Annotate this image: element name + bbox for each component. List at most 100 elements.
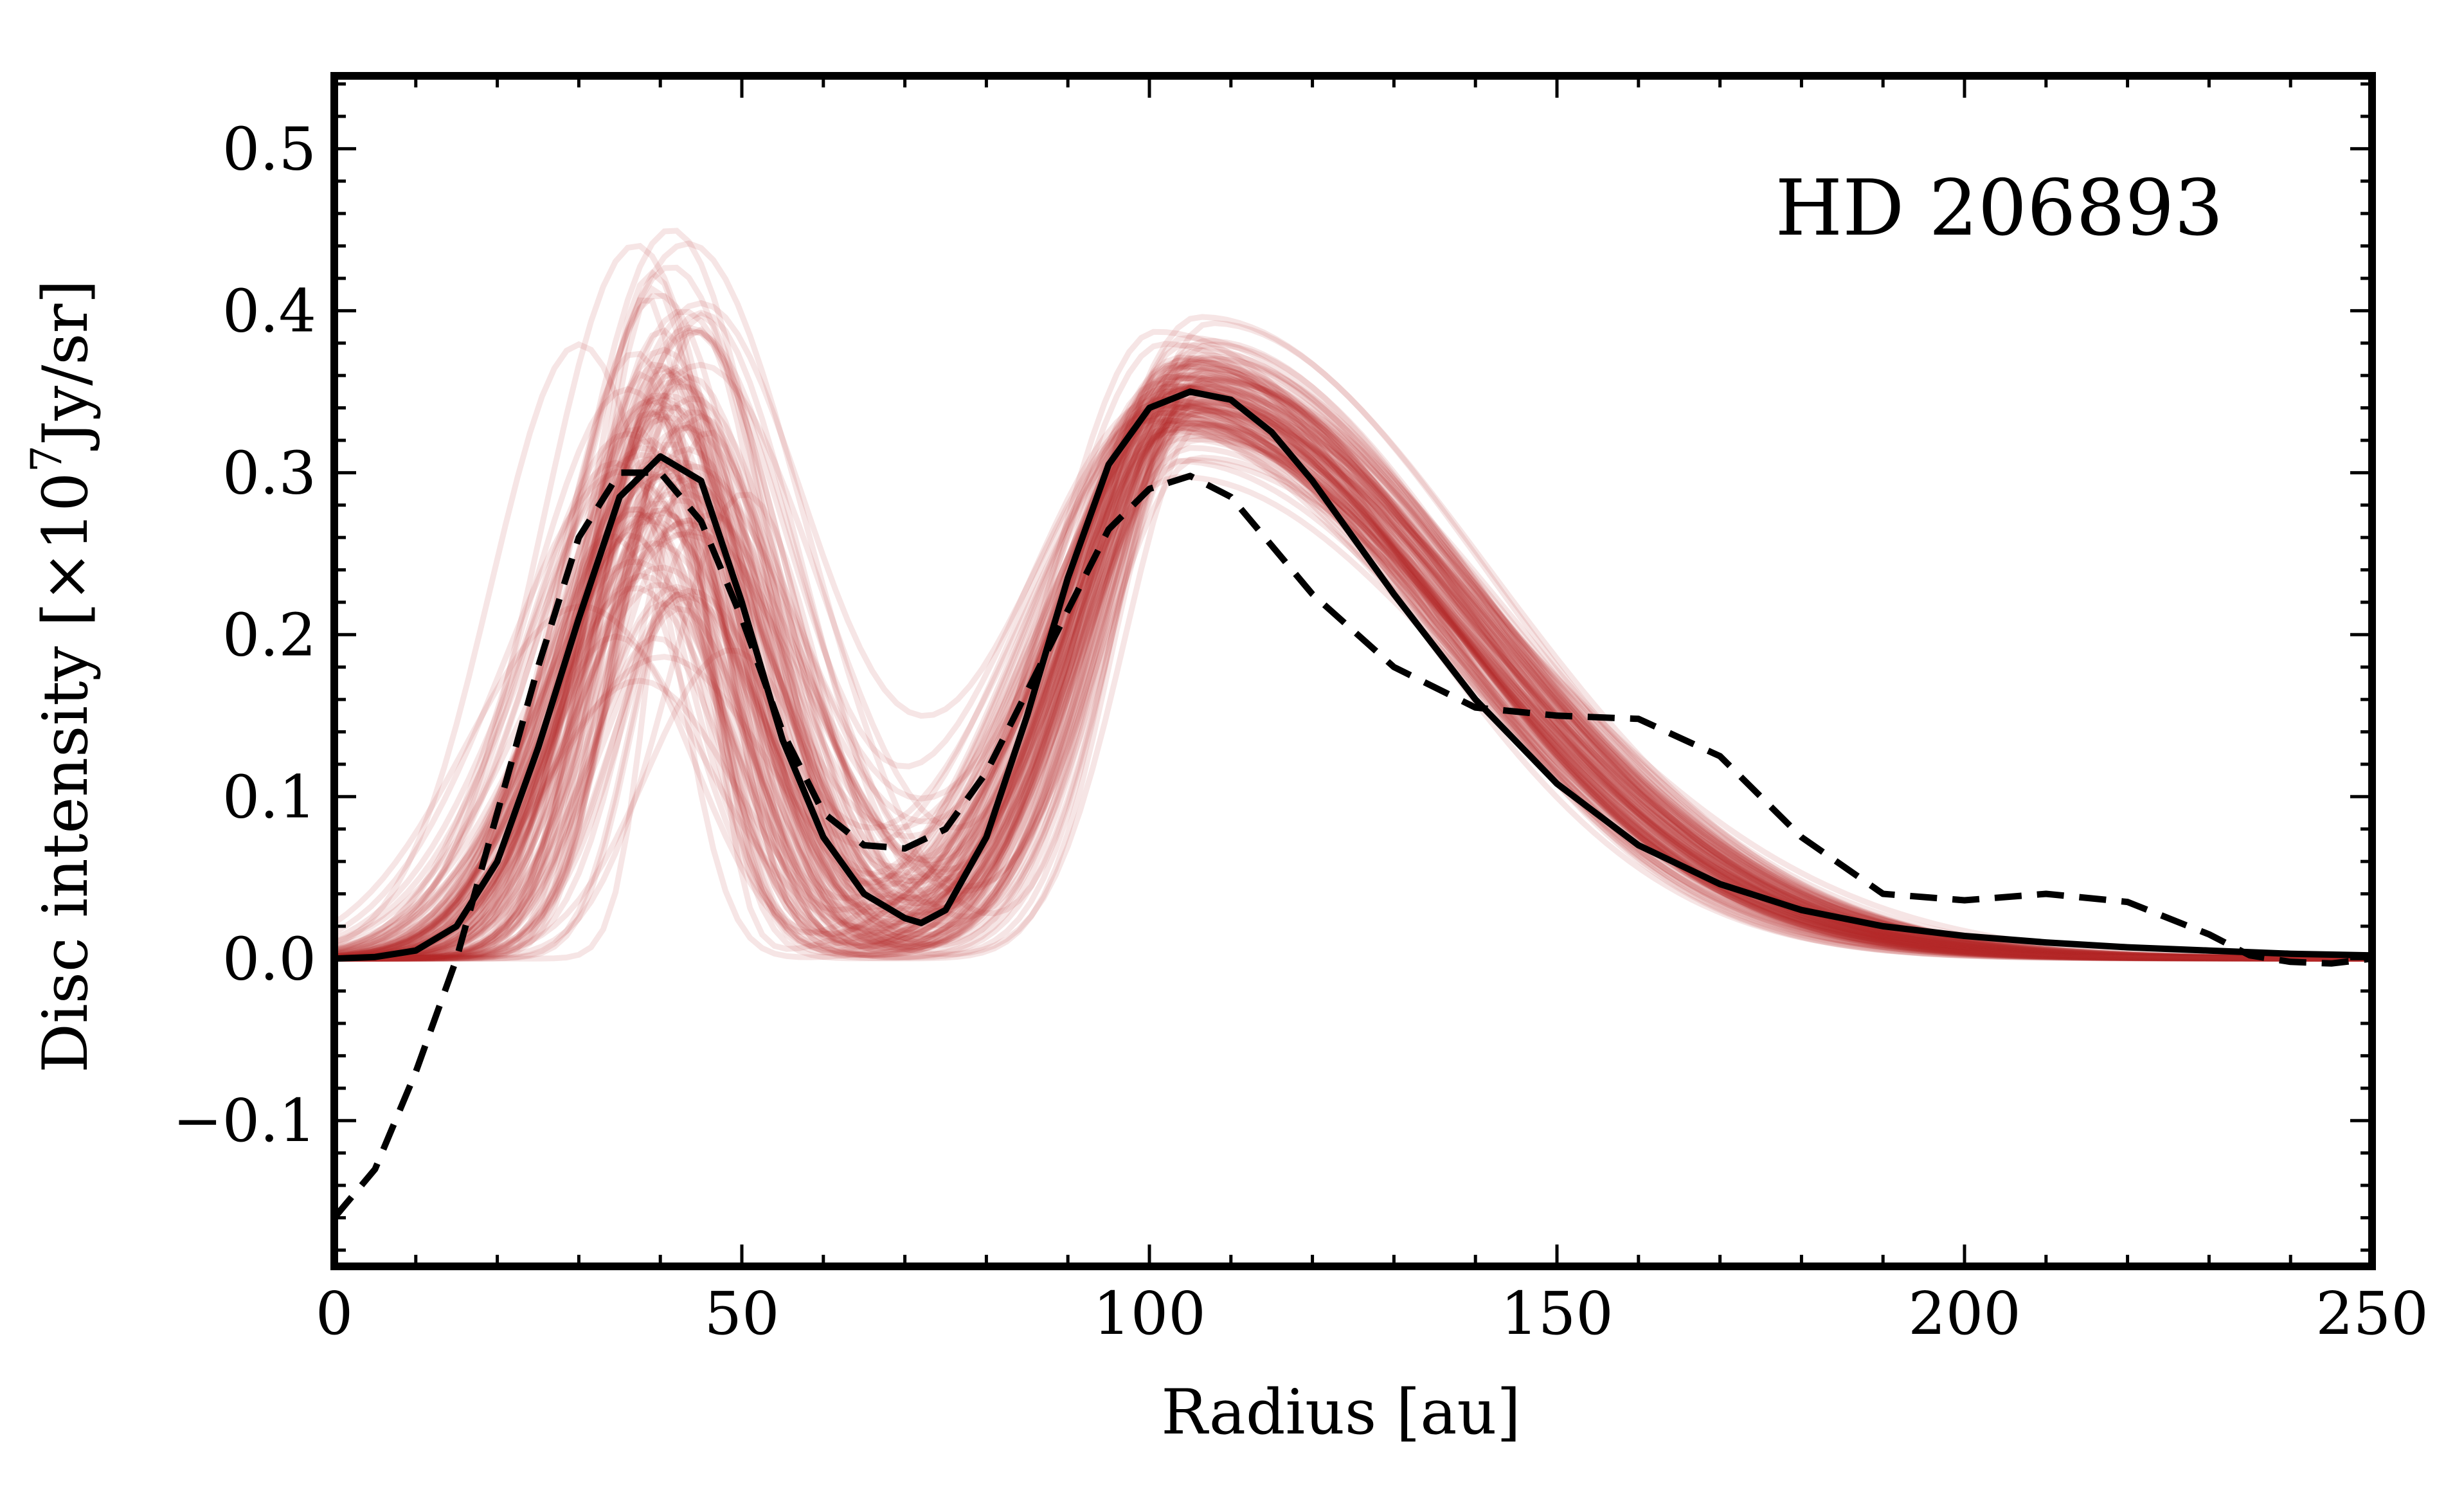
- sample-curve: [334, 324, 2364, 962]
- sample-curve: [334, 337, 2364, 962]
- y-tick-label: 0.2: [222, 600, 316, 669]
- sample-curve: [334, 300, 2364, 962]
- sample-curve: [334, 425, 2364, 962]
- dashed-profile-line: [332, 469, 2373, 1220]
- sample-curve: [334, 389, 2364, 962]
- sample-curve: [334, 361, 2364, 962]
- sample-curve: [334, 285, 2364, 962]
- sample-curve: [334, 435, 2364, 962]
- sample-curve: [334, 350, 2364, 962]
- sample-curve: [334, 368, 2364, 962]
- sample-curve: [334, 366, 2364, 962]
- sample-curve: [334, 396, 2364, 962]
- sample-curve: [334, 378, 2364, 962]
- x-tick-label: 0: [316, 1279, 354, 1348]
- sample-curve: [333, 341, 2364, 962]
- sample-curve: [334, 384, 2364, 962]
- sample-curve: [334, 402, 2364, 962]
- sample-curve: [334, 426, 2364, 962]
- sample-curve: [334, 381, 2364, 962]
- sample-curve: [334, 377, 2364, 962]
- x-tick-label: 150: [1500, 1279, 1614, 1348]
- sample-curve: [334, 389, 2364, 962]
- y-tick-label: 0.4: [222, 276, 316, 345]
- sample-curve: [334, 420, 2364, 962]
- x-tick-label: 100: [1093, 1279, 1206, 1348]
- sample-curve: [334, 425, 2364, 962]
- sample-curve: [334, 370, 2364, 962]
- y-tick-label: 0.5: [222, 114, 316, 183]
- sample-curve: [334, 356, 2364, 962]
- sample-curve: [332, 388, 2364, 962]
- sample-curve: [334, 395, 2364, 962]
- sample-curve: [334, 403, 2364, 962]
- posterior-samples: [332, 228, 2364, 962]
- sample-curve: [334, 361, 2364, 962]
- sample-curve: [334, 320, 2364, 962]
- sample-curve: [334, 341, 2364, 962]
- y-tick-label: 0.0: [222, 924, 316, 993]
- sample-curve: [334, 374, 2364, 962]
- sample-curve: [334, 342, 2364, 962]
- sample-curve: [333, 347, 2364, 962]
- target-annotation: HD 206893: [1775, 164, 2223, 253]
- sample-curve: [332, 394, 2364, 962]
- sample-curve: [334, 269, 2364, 962]
- sample-curve: [334, 383, 2364, 962]
- sample-curve: [334, 364, 2364, 962]
- sample-curve: [334, 409, 2364, 962]
- sample-curve: [334, 371, 2364, 962]
- sample-curve: [334, 408, 2364, 962]
- sample-curve: [334, 309, 2364, 962]
- sample-curve: [334, 364, 2364, 962]
- sample-curve: [334, 264, 2364, 962]
- sample-curve: [334, 401, 2364, 962]
- sample-curve: [334, 395, 2364, 962]
- sample-curve: [334, 363, 2364, 962]
- sample-curve: [334, 346, 2364, 962]
- x-tick-labels: 0 50 100 150 200 250: [316, 1279, 2429, 1348]
- sample-curve: [334, 401, 2364, 962]
- sample-curve: [334, 309, 2364, 962]
- x-tick-label: 250: [2316, 1279, 2429, 1348]
- sample-curve: [334, 366, 2364, 962]
- sample-curve: [334, 381, 2364, 962]
- sample-curve: [334, 373, 2364, 962]
- sample-curve: [334, 382, 2364, 962]
- sample-curve: [334, 396, 2364, 962]
- sample-curve: [334, 386, 2364, 962]
- sample-curve: [334, 415, 2364, 962]
- sample-curve: [334, 411, 2364, 962]
- y-tick-label: 0.3: [222, 438, 316, 507]
- y-tick-label: 0.1: [222, 762, 316, 831]
- sample-curve: [334, 424, 2364, 962]
- x-tick-label: 50: [704, 1279, 779, 1348]
- sample-curve: [334, 371, 2364, 962]
- y-axis-label: Disc intensity [×107Jy/sr]: [22, 280, 102, 1073]
- sample-curve: [334, 383, 2364, 962]
- sample-curve: [334, 433, 2364, 962]
- sample-curve: [334, 417, 2364, 962]
- sample-curve: [334, 429, 2364, 962]
- sample-curve: [334, 419, 2364, 962]
- y-axis-label-exponent: 7: [22, 445, 71, 472]
- sample-curve: [334, 408, 2364, 962]
- sample-curve: [334, 242, 2364, 962]
- plot-frame: [330, 72, 2376, 1270]
- sample-curve: [334, 436, 2364, 962]
- sample-curve: [333, 359, 2364, 962]
- sample-curve: [334, 373, 2364, 962]
- sample-curve: [334, 364, 2364, 962]
- sample-curve: [334, 372, 2364, 962]
- sample-curve: [333, 240, 2364, 962]
- x-axis-label: Radius [au]: [1161, 1376, 1520, 1448]
- y-tick-label: −0.1: [173, 1086, 316, 1155]
- sample-curve: [334, 311, 2364, 962]
- sample-curve: [334, 355, 2364, 962]
- sample-curve: [333, 375, 2364, 962]
- y-axis-label-main: Disc intensity [×10: [30, 472, 102, 1073]
- sample-curve: [334, 363, 2364, 962]
- sample-curve: [334, 388, 2364, 962]
- sample-curve: [334, 370, 2364, 962]
- sample-curve: [334, 297, 2364, 962]
